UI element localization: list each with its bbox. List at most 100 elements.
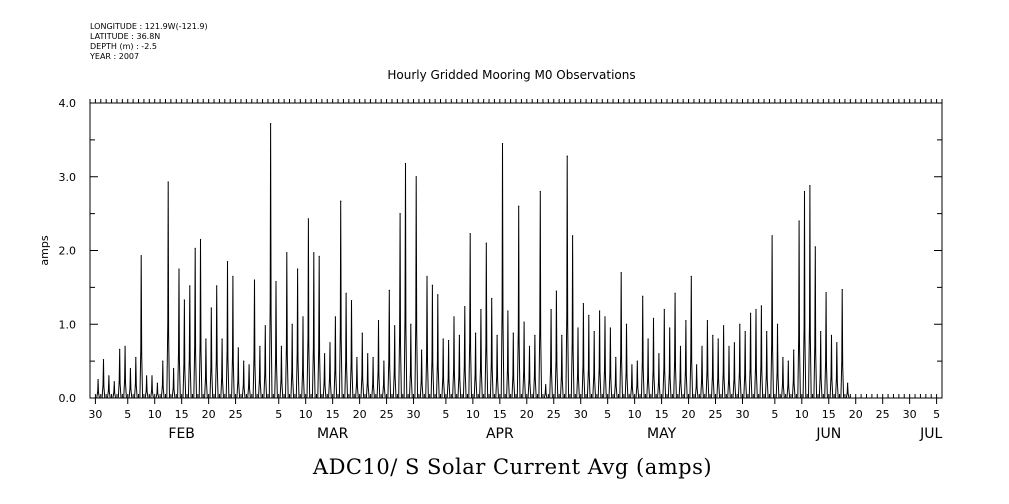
plot-title-text: Hourly Gridded Mooring M0 Observations bbox=[387, 68, 636, 82]
daily-peak-point bbox=[302, 316, 304, 318]
daily-peak-point bbox=[604, 316, 606, 318]
daily-peak-point bbox=[550, 308, 552, 311]
variable-title-text: ADC10/ S Solar Current Avg (amps) bbox=[312, 455, 713, 479]
daily-peak-point bbox=[119, 348, 121, 350]
daily-peak-point bbox=[377, 319, 380, 322]
daily-peak-point bbox=[458, 334, 460, 336]
daily-peak-point bbox=[749, 312, 752, 314]
x-tick-label: 10 bbox=[299, 408, 313, 421]
daily-peak-point bbox=[518, 205, 520, 207]
x-tick-label: 20 bbox=[520, 408, 534, 421]
daily-peak-point bbox=[270, 123, 272, 125]
daily-peak-point bbox=[237, 347, 239, 349]
daily-peak-point bbox=[178, 268, 180, 270]
daily-peak-point bbox=[167, 181, 169, 183]
y-axis-label: amps bbox=[38, 235, 51, 265]
daily-peak-point bbox=[318, 255, 320, 257]
y-tick-label: 1.0 bbox=[59, 318, 77, 331]
x-tick-label: 25 bbox=[709, 408, 723, 421]
daily-peak-point bbox=[135, 356, 137, 359]
daily-peak-point bbox=[636, 360, 638, 362]
x-tick-label: 25 bbox=[380, 408, 394, 421]
x-tick-label: 10 bbox=[795, 408, 809, 421]
daily-peak-point bbox=[469, 232, 471, 235]
longitude-text: LONGITUDE : 121.9W(-121.9) bbox=[90, 22, 208, 31]
x-tick-label: 25 bbox=[229, 408, 243, 421]
x-month-label: JUN bbox=[815, 426, 841, 442]
daily-peak-point bbox=[539, 190, 541, 193]
y-tick-label: 3.0 bbox=[59, 171, 77, 184]
daily-peak-point bbox=[809, 185, 811, 187]
x-tick-label: 5 bbox=[933, 408, 940, 421]
daily-peak-point bbox=[647, 338, 649, 340]
daily-peak-point bbox=[674, 292, 676, 294]
daily-peak-point bbox=[545, 384, 547, 386]
daily-peak-point bbox=[625, 323, 628, 325]
daily-peak-point bbox=[717, 338, 719, 340]
daily-peak-point bbox=[760, 305, 762, 307]
x-tick-label: 5 bbox=[124, 408, 131, 421]
daily-peak-point bbox=[275, 280, 277, 283]
mooring-metadata: LONGITUDE : 121.9W(-121.9) LATITUDE : 36… bbox=[90, 22, 208, 62]
daily-peak-point bbox=[226, 260, 229, 263]
x-tick-label: 30 bbox=[407, 408, 421, 421]
daily-peak-point bbox=[129, 367, 132, 370]
x-tick-label: 5 bbox=[275, 408, 282, 421]
daily-peak-point bbox=[280, 345, 283, 347]
x-month-label: MAY bbox=[647, 426, 677, 442]
daily-peak-point bbox=[313, 252, 315, 254]
y-tick-label: 0.0 bbox=[59, 392, 77, 405]
x-month-label: APR bbox=[486, 426, 514, 442]
daily-peak-point bbox=[367, 353, 369, 355]
daily-peak-point bbox=[820, 331, 822, 333]
x-month-label: MAR bbox=[317, 426, 349, 442]
x-tick-label: 10 bbox=[466, 408, 480, 421]
daily-peak-point bbox=[609, 327, 611, 329]
daily-peak-point bbox=[421, 349, 423, 351]
daily-peak-point bbox=[523, 321, 525, 323]
daily-peak-point bbox=[194, 247, 196, 249]
daily-peak-point bbox=[140, 255, 142, 257]
daily-peak-point bbox=[297, 268, 299, 270]
daily-peak-point bbox=[259, 345, 261, 347]
daily-peak-point bbox=[814, 246, 816, 248]
daily-peak-point bbox=[690, 275, 692, 277]
daily-peak-point bbox=[323, 353, 326, 355]
latitude-text: LATITUDE : 36.8N bbox=[90, 32, 161, 41]
daily-peak-point bbox=[146, 375, 148, 377]
y-tick-label: 2.0 bbox=[59, 245, 77, 258]
y-tick-label: 4.0 bbox=[59, 97, 77, 110]
daily-peak-point bbox=[447, 339, 450, 342]
daily-peak-point bbox=[361, 332, 363, 334]
daily-peak-point bbox=[782, 356, 784, 359]
daily-peak-point bbox=[108, 375, 110, 377]
x-tick-label: 30 bbox=[574, 408, 588, 421]
daily-peak-point bbox=[183, 299, 185, 301]
daily-peak-point bbox=[372, 356, 374, 359]
daily-peak-point bbox=[248, 364, 250, 366]
daily-peak-point bbox=[162, 360, 164, 362]
daily-peak-point bbox=[701, 345, 703, 347]
daily-peak-point bbox=[685, 319, 687, 322]
x-tick-label: 5 bbox=[442, 408, 449, 421]
daily-peak-point bbox=[501, 142, 504, 145]
daily-peak-point bbox=[97, 378, 99, 381]
year-text: YEAR : 2007 bbox=[90, 52, 140, 61]
x-tick-label: 15 bbox=[493, 408, 507, 421]
depth-text: DEPTH (m) : -2.5 bbox=[90, 42, 157, 51]
x-tick-label: 15 bbox=[175, 408, 189, 421]
daily-peak-point bbox=[663, 308, 665, 311]
daily-peak-point bbox=[404, 162, 407, 165]
daily-peak-point bbox=[577, 327, 579, 329]
daily-peak-point bbox=[453, 316, 455, 318]
daily-peak-point bbox=[696, 364, 698, 366]
daily-peak-point bbox=[582, 303, 585, 305]
x-tick-label: 20 bbox=[353, 408, 367, 421]
daily-peak-point bbox=[172, 367, 175, 370]
daily-peak-point bbox=[766, 331, 768, 333]
daily-peak-point bbox=[442, 338, 444, 340]
x-tick-label: 10 bbox=[628, 408, 642, 421]
daily-peak-point bbox=[485, 242, 487, 244]
daily-peak-point bbox=[264, 325, 266, 327]
daily-peak-point bbox=[739, 323, 741, 325]
